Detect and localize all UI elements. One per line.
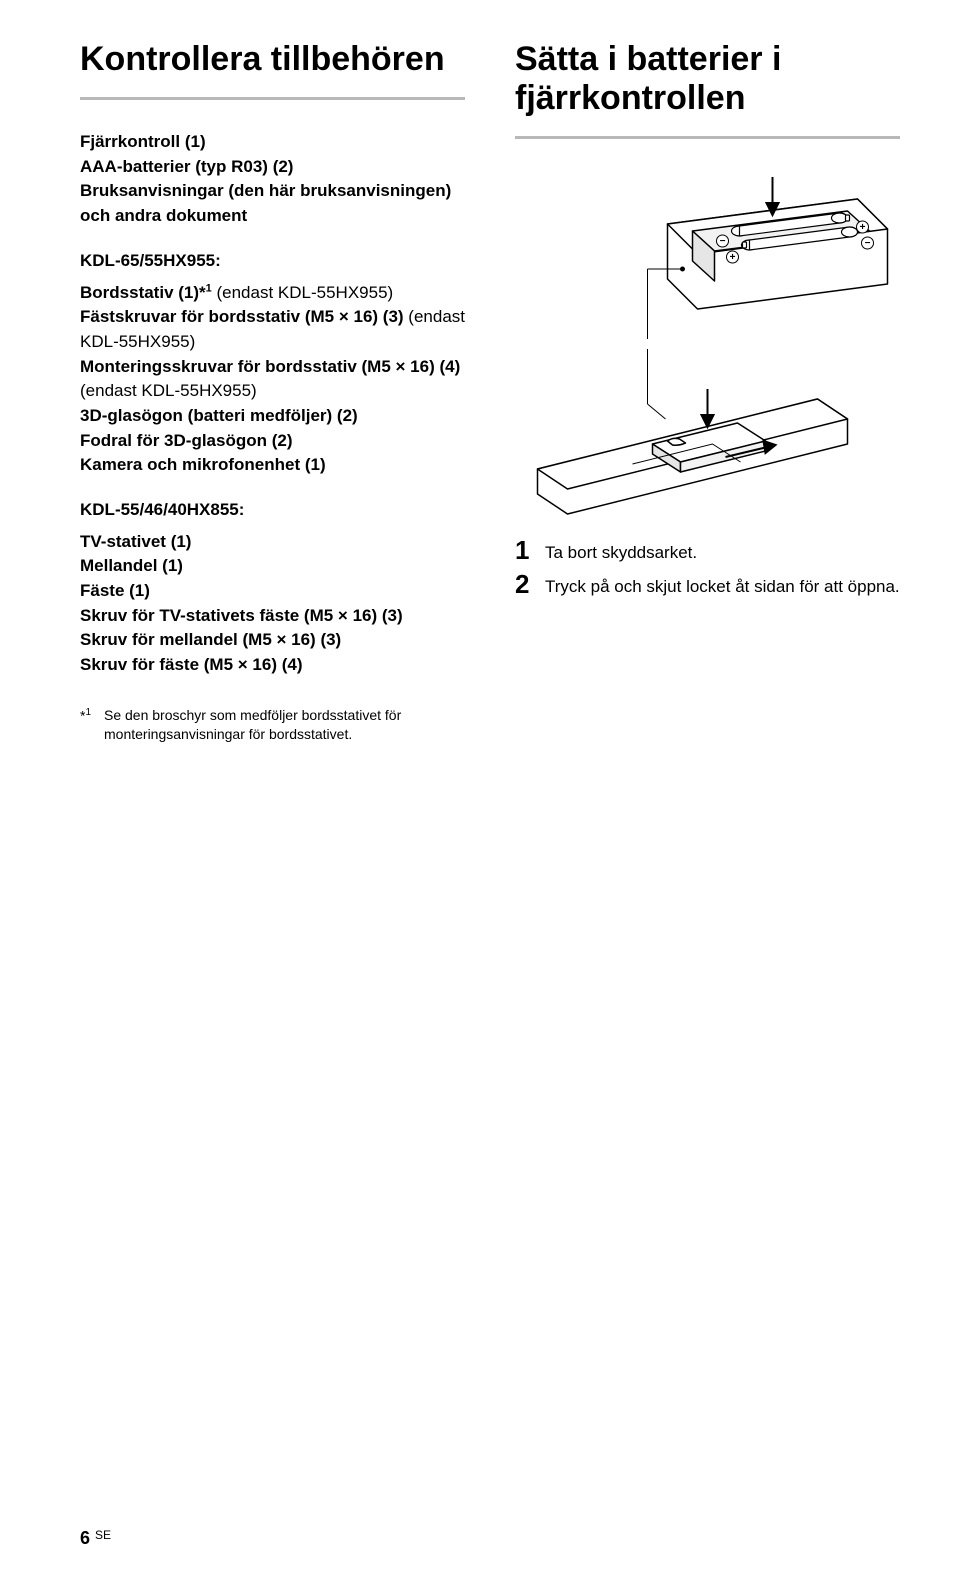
illustration-remote-cover	[515, 349, 900, 519]
svg-text:−: −	[720, 236, 726, 247]
step-text: Ta bort skyddsarket.	[545, 537, 697, 565]
footnote-text: Se den broschyr som medföljer bordsstati…	[104, 706, 465, 745]
group2-list: TV-stativet (1)Mellandel (1)Fäste (1)Skr…	[80, 530, 465, 678]
steps: 1Ta bort skyddsarket.2Tryck på och skjut…	[515, 537, 900, 599]
step-number: 1	[515, 537, 545, 563]
list-item: Skruv för mellandel (M5 × 16) (3)	[80, 628, 465, 653]
left-title: Kontrollera tillbehören	[80, 40, 465, 79]
right-title: Sätta i batterier i fjärrkontrollen	[515, 40, 900, 118]
list-item: Skruv för fäste (M5 × 16) (4)	[80, 653, 465, 678]
group-hx855: KDL-55/46/40HX855: TV-stativet (1)Mellan…	[80, 500, 465, 678]
left-column: Kontrollera tillbehören Fjärrkontroll (1…	[80, 40, 465, 745]
list-item: Kamera och mikrofonenhet (1)	[80, 453, 465, 478]
group2-heading: KDL-55/46/40HX855:	[80, 500, 465, 520]
list-item: TV-stativet (1)	[80, 530, 465, 555]
svg-text:+: +	[730, 252, 736, 263]
page-footer: 6 SE	[80, 1528, 111, 1549]
svg-text:−: −	[865, 238, 871, 249]
list-item: Fästskruvar för bordsstativ (M5 × 16) (3…	[80, 305, 465, 354]
group-hx955: KDL-65/55HX955: Bordsstativ (1)*1 (endas…	[80, 251, 465, 478]
step-text: Tryck på och skjut locket åt sidan för a…	[545, 571, 900, 599]
page-number: 6	[80, 1528, 90, 1548]
right-rule	[515, 136, 900, 139]
right-column: Sätta i batterier i fjärrkontrollen	[515, 40, 900, 745]
step-number: 2	[515, 571, 545, 597]
group1-heading: KDL-65/55HX955:	[80, 251, 465, 271]
page-lang: SE	[95, 1528, 111, 1542]
left-rule	[80, 97, 465, 100]
list-item: 3D-glasögon (batteri medföljer) (2)	[80, 404, 465, 429]
list-item: Mellandel (1)	[80, 554, 465, 579]
list-item: Fäste (1)	[80, 579, 465, 604]
list-item: Fodral för 3D-glasögon (2)	[80, 429, 465, 454]
step-row: 1Ta bort skyddsarket.	[515, 537, 900, 565]
svg-text:+: +	[860, 222, 866, 233]
list-item: Skruv för TV-stativets fäste (M5 × 16) (…	[80, 604, 465, 629]
group1-list: Bordsstativ (1)*1 (endast KDL-55HX955)Fä…	[80, 281, 465, 478]
illustration-battery-compartment: − + + −	[515, 169, 900, 339]
intro-items: Fjärrkontroll (1)AAA-batterier (typ R03)…	[80, 130, 465, 229]
list-item: Monteringsskruvar för bordsstativ (M5 × …	[80, 355, 465, 404]
step-row: 2Tryck på och skjut locket åt sidan för …	[515, 571, 900, 599]
list-item: Bordsstativ (1)*1 (endast KDL-55HX955)	[80, 281, 465, 306]
footnote: *1 Se den broschyr som medföljer bordsst…	[80, 706, 465, 745]
footnote-marker: *1	[80, 706, 104, 745]
